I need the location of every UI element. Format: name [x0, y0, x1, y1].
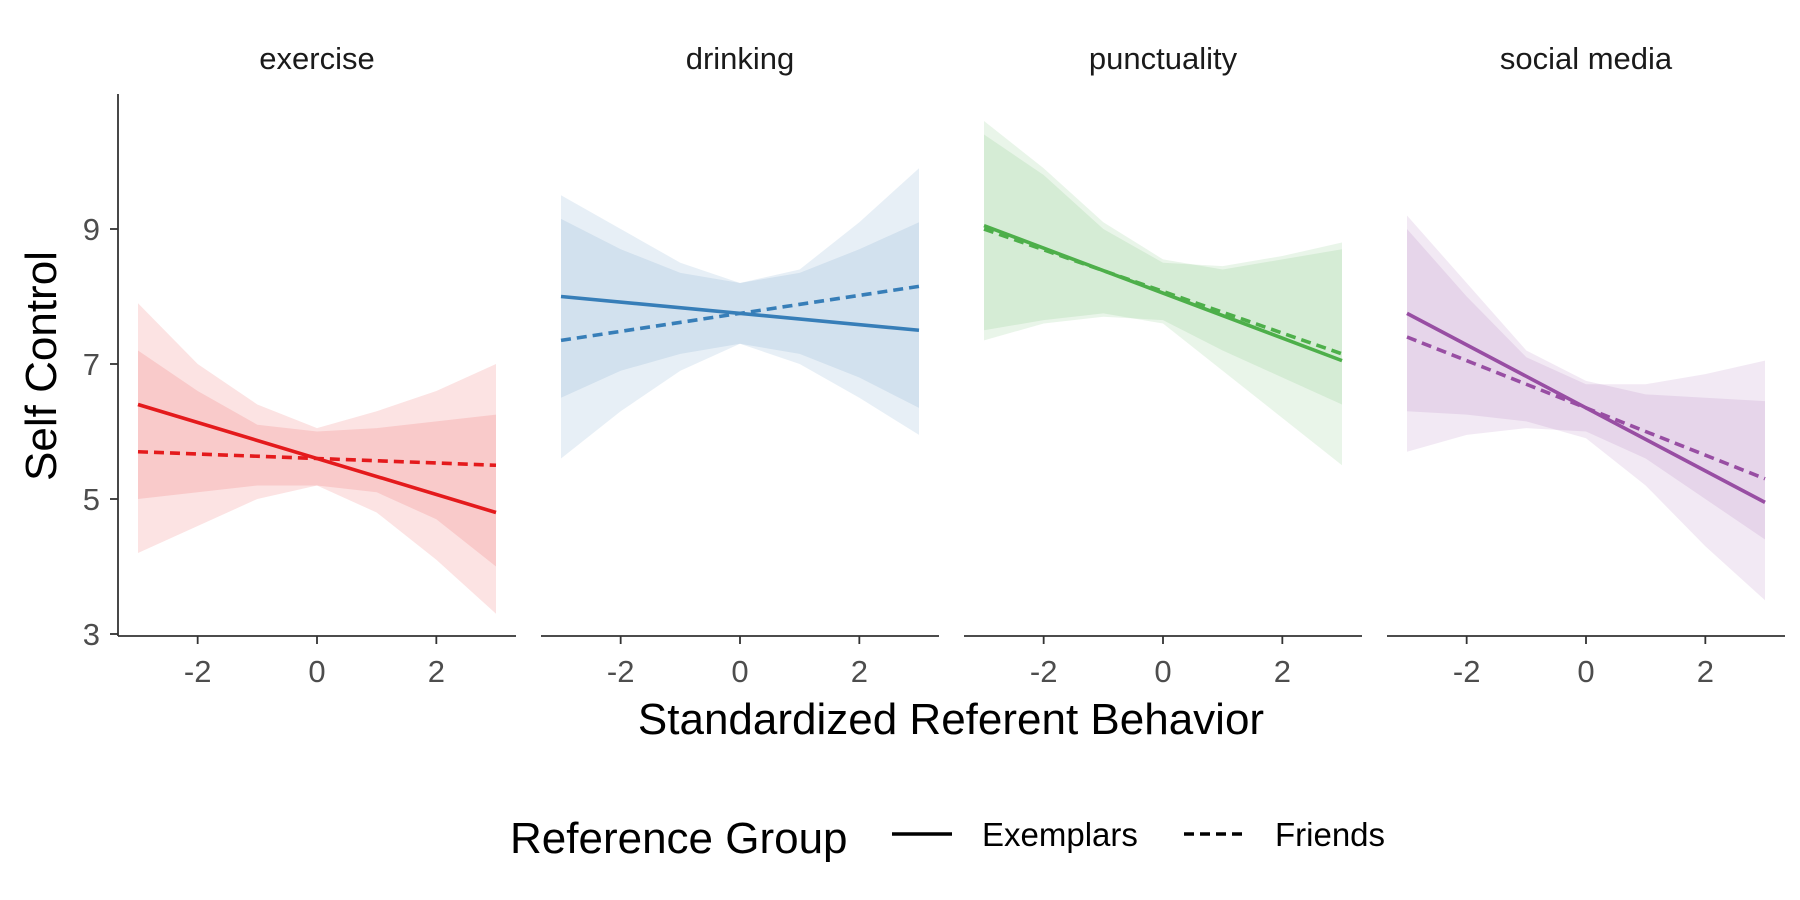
panel-drinking: drinking -2 0 2: [541, 41, 939, 689]
x-tick-label: 0: [1154, 654, 1171, 689]
x-axis-title: Standardized Referent Behavior: [638, 695, 1264, 744]
series-line-friends: [560, 284, 920, 343]
confidence-band-friends: [1407, 229, 1765, 540]
x-tick-label: -2: [1030, 654, 1058, 689]
panel-exercise: exercise -2 0 2: [118, 41, 516, 689]
y-axis-title: Self Control: [17, 251, 66, 481]
legend-label-exemplars: Exemplars: [982, 816, 1138, 853]
y-tick-label: 7: [83, 347, 100, 382]
x-tick-label: 0: [1577, 654, 1594, 689]
y-axis: 3 5 7 9: [83, 94, 119, 652]
panel-social-media: social media -2 0 2: [1387, 41, 1785, 689]
x-tick-label: 2: [428, 654, 445, 689]
series-line-friends: [137, 449, 497, 468]
facet-title: exercise: [259, 41, 374, 76]
confidence-band-friends: [984, 134, 1342, 405]
panel-punctuality: punctuality -2 0 2: [964, 41, 1362, 689]
panel-plot-area: [137, 303, 497, 614]
y-tick-label: 3: [83, 617, 100, 652]
facet-title: drinking: [686, 41, 795, 76]
x-tick-label: -2: [607, 654, 635, 689]
panel-plot-area: [560, 168, 920, 459]
y-tick-label: 5: [83, 482, 100, 517]
x-tick-label: -2: [184, 654, 212, 689]
x-tick-label: 2: [1697, 654, 1714, 689]
panel-plot-area: [1406, 215, 1766, 601]
facet-title: social media: [1500, 41, 1673, 76]
y-tick-label: 9: [83, 212, 100, 247]
x-tick-label: 0: [308, 654, 325, 689]
legend-title: Reference Group: [510, 814, 848, 863]
x-tick-label: 0: [731, 654, 748, 689]
x-tick-label: 2: [851, 654, 868, 689]
panel-plot-area: [983, 121, 1343, 466]
facet-title: punctuality: [1089, 41, 1238, 76]
series-line-exemplars: [983, 223, 1343, 363]
x-tick-label: 2: [1274, 654, 1291, 689]
legend-label-friends: Friends: [1275, 816, 1385, 853]
legend: Reference Group Exemplars Friends: [510, 814, 1385, 863]
x-tick-label: -2: [1453, 654, 1481, 689]
series-line-friends: [1406, 335, 1766, 481]
